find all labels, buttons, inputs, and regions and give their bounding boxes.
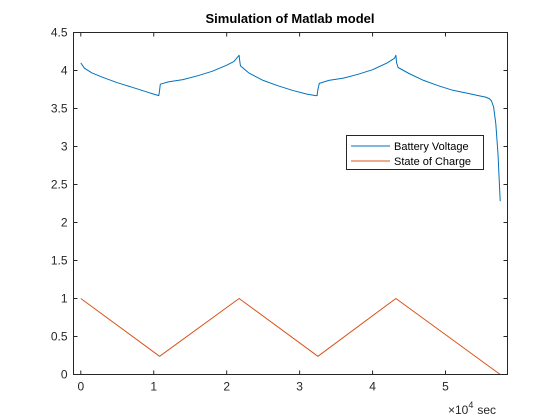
x-axis-exponent: ×104 sec	[448, 400, 496, 417]
y-tick-label: 2	[61, 216, 68, 230]
series-line-battery-voltage	[80, 54, 501, 202]
y-tick-label: 0.5	[51, 330, 68, 344]
x-tick-label: 1	[150, 380, 157, 394]
legend: Battery Voltage State of Charge	[346, 135, 484, 170]
axes-box	[73, 32, 508, 375]
x-tick-label: 2	[223, 380, 230, 394]
legend-box	[346, 135, 484, 170]
chart-title: Simulation of Matlab model	[205, 11, 374, 26]
plot-area	[73, 32, 507, 374]
y-tick-label: 3	[61, 140, 68, 154]
x-tick-label: 3	[296, 380, 303, 394]
series-line-state-of-charge	[80, 298, 501, 375]
y-tick-label: 3.5	[51, 102, 68, 116]
y-tick-label: 4	[61, 64, 68, 78]
legend-label-state-of-charge: State of Charge	[394, 156, 471, 168]
y-tick-label: 4.5	[51, 26, 68, 40]
x-axis: 0 1 2 3 4 5	[77, 32, 449, 394]
x-tick-label: 4	[369, 380, 376, 394]
legend-label-battery-voltage: Battery Voltage	[394, 141, 469, 153]
y-tick-label: 2.5	[51, 178, 68, 192]
x-exponent-base: ×10	[448, 403, 469, 417]
y-tick-label: 1	[61, 292, 68, 306]
x-tick-label: 0	[77, 380, 84, 394]
x-exponent-power: 4	[468, 400, 473, 410]
y-tick-label: 0	[61, 368, 68, 382]
x-tick-label: 5	[442, 380, 449, 394]
y-axis: 0 0.5 1 1.5 2 2.5 3 3.5 4 4.5	[51, 26, 508, 382]
series-layer	[80, 54, 501, 375]
y-tick-label: 1.5	[51, 254, 68, 268]
x-unit: sec	[477, 403, 496, 417]
